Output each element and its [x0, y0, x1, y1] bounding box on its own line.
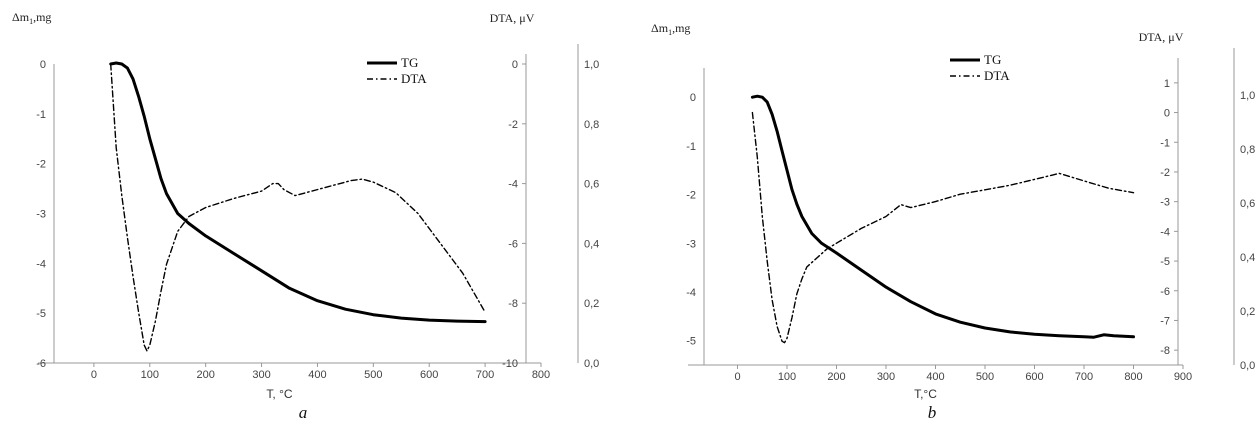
y-extra-tick-label: 0,2: [1240, 306, 1255, 318]
y-right-tick-label: -5: [1160, 256, 1170, 268]
x-tick-label: 700: [1075, 371, 1093, 383]
y-right-axis-label: DTA, μV: [490, 11, 535, 25]
y-right-tick-label: -6: [1160, 286, 1170, 298]
x-tick-label: 600: [420, 369, 438, 381]
y-right-tick-label: 1: [1164, 78, 1170, 90]
series-line-tg: [750, 94, 1135, 339]
y-extra-tick-label: 0,4: [1240, 252, 1255, 264]
legend-label-dta: DTA: [984, 68, 1010, 83]
x-tick-label: 800: [1124, 371, 1142, 383]
x-tick-label: 400: [926, 371, 944, 383]
y-right-tick-label: -8: [508, 298, 518, 310]
y-left-tick-label: 0: [40, 59, 46, 71]
y-extra-tick-label: 0,2: [584, 298, 599, 310]
y-extra-tick-label: 0,0: [584, 358, 599, 370]
x-axis-label: T, °C: [266, 387, 292, 401]
y-right-tick-label: -4: [1160, 226, 1170, 238]
y-left-tick-label: 0: [690, 92, 696, 104]
y-extra-tick-label: 0,6: [1240, 198, 1255, 210]
y-left-axis-label: Δm1,mg: [12, 10, 51, 26]
y-left-tick-label: -2: [36, 159, 46, 171]
x-tick-label: 0: [734, 371, 740, 383]
y-left-tick-label: -4: [36, 258, 46, 270]
y-left-tick-label: -2: [686, 190, 696, 202]
x-tick-label: 800: [532, 369, 550, 381]
y-right-axis-label: DTA, μV: [1139, 30, 1184, 44]
x-tick-label: 400: [308, 369, 326, 381]
x-tick-label: 600: [1025, 371, 1043, 383]
y-extra-tick-label: 0,0: [1240, 360, 1255, 372]
x-tick-label: 500: [364, 369, 382, 381]
y-right-tick-label: -1: [1160, 137, 1170, 149]
legend-label-tg: TG: [984, 52, 1001, 67]
x-tick-label: 200: [196, 369, 214, 381]
y-right-tick-label: -7: [1160, 315, 1170, 327]
x-tick-label: 0: [91, 369, 97, 381]
y-extra-tick-label: 0,8: [584, 119, 599, 131]
x-tick-label: 900: [1174, 371, 1192, 383]
x-tick-label: 100: [141, 369, 159, 381]
y-right-tick-label: -8: [1160, 345, 1170, 357]
x-tick-label: 100: [778, 371, 796, 383]
series-line-dta: [110, 63, 486, 352]
y-left-tick-label: -3: [686, 238, 696, 250]
y-right-tick-label: -3: [1160, 197, 1170, 209]
y-right-tick-label: -10: [502, 358, 518, 370]
y-left-tick-label: -4: [686, 287, 696, 299]
y-left-tick-label: -3: [36, 209, 46, 221]
y-right-tick-label: 0: [1164, 108, 1170, 120]
chart-panel-a: 0 100 200 300 400 500 600 700 800-6-5-4-3-2-10-1…: [12, 10, 599, 422]
series-line-dta: [751, 111, 1135, 344]
y-extra-tick-label: 0,6: [584, 179, 599, 191]
y-extra-tick-label: 0,8: [1240, 144, 1255, 156]
legend-label-tg: TG: [401, 55, 418, 70]
x-axis-label: T,°C: [914, 387, 937, 401]
x-tick-label: 700: [476, 369, 494, 381]
legend-label-dta: DTA: [401, 71, 427, 86]
y-right-tick-label: -2: [1160, 167, 1170, 179]
y-left-tick-label: -6: [36, 358, 46, 370]
y-right-tick-label: -6: [508, 238, 518, 250]
x-tick-label: 200: [827, 371, 845, 383]
y-extra-tick-label: 1,0: [584, 59, 599, 71]
x-tick-label: 300: [252, 369, 270, 381]
panel-caption: a: [299, 403, 308, 422]
y-left-tick-label: -5: [686, 336, 696, 348]
y-extra-tick-label: 0,4: [584, 238, 599, 250]
panel-caption: b: [928, 403, 937, 422]
y-left-tick-label: -1: [36, 109, 46, 121]
chart-panel-b: 0 100 200 300 400 500 600 700 800 900 -5 -4 -3 -2 -1 0 -…: [651, 21, 1255, 422]
y-right-tick-label: -4: [508, 179, 518, 191]
y-right-tick-label: -2: [508, 119, 518, 131]
x-tick-label: 300: [877, 371, 895, 383]
x-tick-label: 500: [976, 371, 994, 383]
y-right-tick-label: 0: [512, 59, 518, 71]
y-left-axis-label: Δm1,mg: [651, 21, 690, 37]
series-line-tg: [109, 61, 487, 324]
y-left-tick-label: -5: [36, 308, 46, 320]
y-left-tick-label: -1: [686, 141, 696, 153]
y-extra-tick-label: 1,0: [1240, 90, 1255, 102]
